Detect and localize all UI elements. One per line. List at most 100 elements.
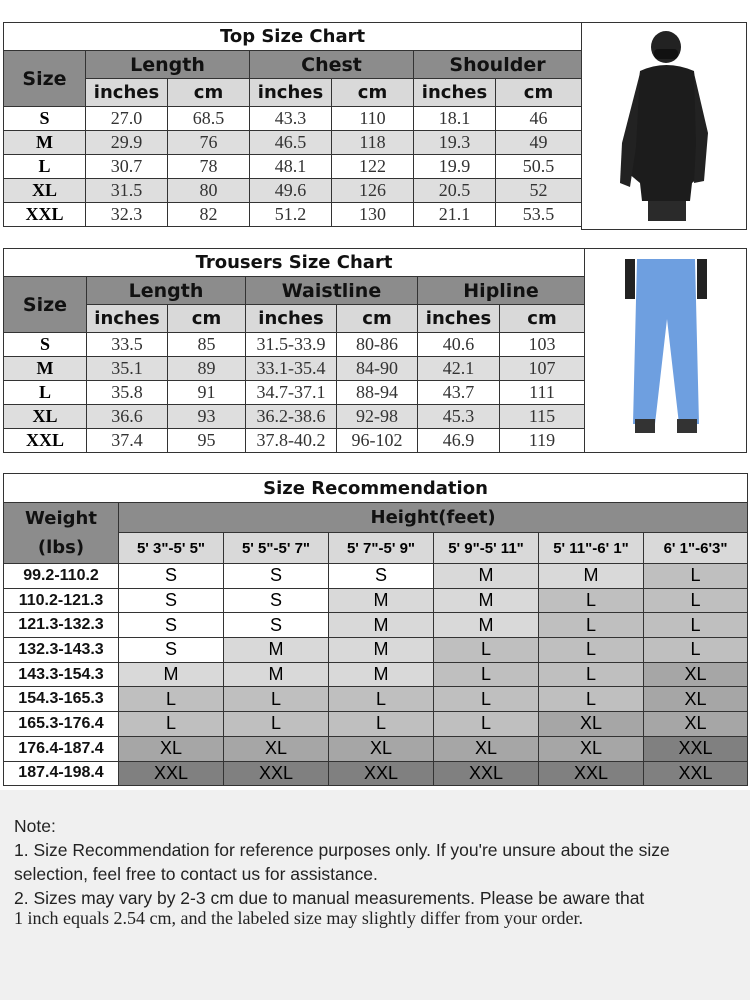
value-cell: 50.5 — [494, 154, 583, 179]
recommended-size-cell: S — [118, 587, 224, 614]
value-cell: 82 — [167, 202, 250, 227]
value-cell: 36.2-38.6 — [245, 404, 337, 429]
value-cell: 85 — [167, 332, 246, 357]
value-cell: 40.6 — [417, 332, 500, 357]
weight-header: Weight (lbs) — [3, 502, 119, 564]
top-size-chart: Top Size Chart Size Length Chest Shoulder inc… — [2, 22, 583, 227]
recommended-size-cell: M — [433, 612, 539, 639]
value-cell: 103 — [498, 332, 586, 357]
recommended-size-cell: M — [223, 637, 329, 663]
weight-range-cell: 154.3-165.3 — [3, 686, 119, 713]
title-row: Top Size Chart — [2, 22, 583, 51]
unit-header: inches — [417, 304, 500, 333]
recommendation-row: 143.3-154.3 M M M L L XL — [3, 661, 749, 688]
notes-section: Note: 1. Size Recommendation for referen… — [0, 790, 750, 1000]
recommended-size-cell: XXL — [642, 735, 749, 762]
value-cell: 91 — [167, 380, 246, 405]
trousers-size-chart: Trousers Size Chart Size Length Waistline Hi… — [2, 248, 586, 453]
weight-range-cell: 187.4-198.4 — [3, 760, 119, 787]
recommended-size-cell: S — [118, 612, 224, 639]
value-cell: 119 — [498, 428, 586, 453]
notes-heading: Note: — [14, 816, 56, 836]
recommended-size-cell: XL — [328, 735, 434, 762]
value-cell: 52 — [494, 178, 583, 203]
recommended-size-cell: M — [328, 587, 434, 614]
size-cell: L — [3, 380, 87, 405]
table-row: L 35.8 91 34.7-37.1 88-94 43.7 111 — [3, 380, 586, 405]
note-2b: 1 inch equals 2.54 cm, and the labeled s… — [14, 908, 584, 928]
recommendation-row: 165.3-176.4 L L L L XL XL — [3, 711, 749, 737]
recommended-size-cell: L — [433, 661, 539, 688]
recommended-size-cell: L — [433, 637, 539, 663]
value-cell: 68.5 — [167, 106, 250, 131]
value-cell: 19.9 — [413, 154, 496, 179]
weight-range-cell: 143.3-154.3 — [3, 661, 119, 688]
value-cell: 46 — [494, 106, 583, 131]
value-cell: 21.1 — [413, 202, 496, 227]
value-cell: 84-90 — [336, 356, 418, 381]
recommendation-row: 176.4-187.4 XL XL XL XL XL XXL — [3, 735, 749, 762]
size-cell: S — [3, 106, 86, 131]
recommendation-row: 121.3-132.3 S S M M L L — [3, 612, 749, 639]
note-2a: 2. Sizes may vary by 2-3 cm due to manua… — [14, 888, 645, 908]
value-cell: 32.3 — [85, 202, 168, 227]
value-cell: 92-98 — [336, 404, 418, 429]
height-header: Height(feet) — [117, 502, 749, 533]
value-cell: 111 — [498, 380, 586, 405]
value-cell: 51.2 — [249, 202, 332, 227]
recommended-size-cell: S — [328, 563, 434, 589]
recommended-size-cell: M — [433, 563, 539, 589]
height-range-header: 5' 7"-5' 9" — [328, 532, 434, 564]
recommended-size-cell: L — [328, 686, 434, 713]
unit-header: inches — [413, 78, 496, 107]
trousers-image — [584, 248, 747, 453]
recommended-size-cell: XXL — [118, 760, 224, 787]
weight-range-cell: 110.2-121.3 — [3, 587, 119, 614]
recommended-size-cell: XXL — [223, 760, 329, 787]
size-cell: L — [3, 154, 86, 179]
recommended-size-cell: L — [538, 686, 644, 713]
recommended-size-cell: M — [328, 661, 434, 688]
recommended-size-cell: L — [223, 686, 329, 713]
unit-header: inches — [249, 78, 332, 107]
recommended-size-cell: L — [642, 587, 749, 614]
value-cell: 35.8 — [86, 380, 168, 405]
unit-header: inches — [86, 304, 168, 333]
value-cell: 43.7 — [417, 380, 500, 405]
unit-header-row: inches cm inches cm inches cm — [4, 304, 586, 333]
weight-range-cell: 176.4-187.4 — [3, 735, 119, 762]
unit-header: cm — [498, 304, 586, 333]
size-header: Size — [3, 276, 87, 333]
recommended-size-cell: L — [642, 612, 749, 639]
weight-range-cell: 121.3-132.3 — [3, 612, 119, 639]
recommended-size-cell: S — [223, 612, 329, 639]
recommended-size-cell: L — [118, 686, 224, 713]
table-row: M 35.1 89 33.1-35.4 84-90 42.1 107 — [3, 356, 586, 381]
jacket-image — [581, 22, 747, 230]
value-cell: 96-102 — [336, 428, 418, 453]
height-range-header: 5' 9"-5' 11" — [433, 532, 539, 564]
recommended-size-cell: M — [118, 661, 224, 688]
table-row: M 29.9 76 46.5 118 19.3 49 — [3, 130, 583, 155]
value-cell: 18.1 — [413, 106, 496, 131]
size-cell: M — [3, 356, 87, 381]
height-range-row: 5' 3"-5' 5" 5' 5"-5' 7" 5' 7"-5' 9" 5' 9"-5… — [4, 532, 749, 564]
table-title: Size Recommendation — [2, 473, 749, 503]
table-row: S 33.5 85 31.5-33.9 80-86 40.6 103 — [3, 332, 586, 357]
weight-unit: (lbs) — [37, 537, 85, 558]
value-cell: 93 — [167, 404, 246, 429]
value-cell: 80 — [167, 178, 250, 203]
unit-header: inches — [85, 78, 168, 107]
group-header: Chest — [249, 50, 414, 79]
recommended-size-cell: L — [433, 686, 539, 713]
value-cell: 110 — [331, 106, 414, 131]
value-cell: 130 — [331, 202, 414, 227]
value-cell: 42.1 — [417, 356, 500, 381]
recommended-size-cell: XL — [642, 711, 749, 737]
height-range-header: 5' 3"-5' 5" — [118, 532, 224, 564]
recommended-size-cell: L — [538, 637, 644, 663]
value-cell: 19.3 — [413, 130, 496, 155]
table-title: Trousers Size Chart — [2, 248, 586, 277]
table-row: XXL 37.4 95 37.8-40.2 96-102 46.9 119 — [3, 428, 586, 453]
height-header-row: Weight (lbs) Height(feet) — [3, 502, 749, 564]
